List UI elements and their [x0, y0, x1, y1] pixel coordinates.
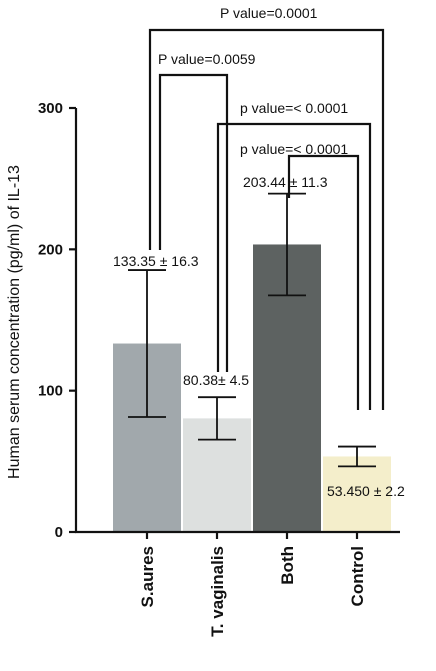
- category-label-2: Both: [278, 546, 297, 585]
- axes-layer: [74, 108, 400, 534]
- p-value-label-0: P value=0.0001: [220, 5, 318, 21]
- p-value-label-3: p value=< 0.0001: [240, 141, 348, 157]
- y-ticks-layer: 0 100 200 300: [38, 100, 76, 541]
- category-label-3: Control: [348, 546, 367, 606]
- value-labels-layer: 133.35 ± 16.3 80.38± 4.5 203.44 ± 11.3 53.4…: [113, 174, 405, 499]
- p-value-label-1: P value=0.0059: [158, 51, 256, 67]
- y-tick-label-0: 0: [55, 524, 63, 541]
- significance-bracket-3: [287, 154, 360, 410]
- category-label-0: S.aures: [138, 546, 157, 607]
- error-bars-layer: [128, 192, 376, 468]
- p-value-label-2: p value=< 0.0001: [240, 100, 348, 116]
- value-label-0: 133.35 ± 16.3: [113, 253, 199, 269]
- category-labels-layer: S.aures T. vaginalis Both Control: [138, 532, 367, 637]
- y-tick-label-1: 100: [38, 383, 63, 400]
- significance-brackets-layer: P value=0.0001 P value=0.0059 p value=< 0.…: [148, 5, 385, 410]
- bar-3: [323, 456, 391, 532]
- category-label-1: T. vaginalis: [208, 546, 227, 637]
- y-tick-label-3: 300: [38, 100, 63, 117]
- value-label-3: 53.450 ± 2.2: [327, 483, 405, 499]
- y-axis-label: Human serum concentration (pg/ml) of IL-…: [6, 165, 23, 479]
- value-label-2: 203.44 ± 11.3: [243, 174, 328, 190]
- significance-bracket-2: [216, 122, 372, 410]
- y-tick-label-2: 200: [38, 241, 63, 258]
- significance-bracket-1: [158, 73, 229, 372]
- value-label-1: 80.38± 4.5: [183, 372, 249, 388]
- significance-bracket-0: [148, 28, 385, 410]
